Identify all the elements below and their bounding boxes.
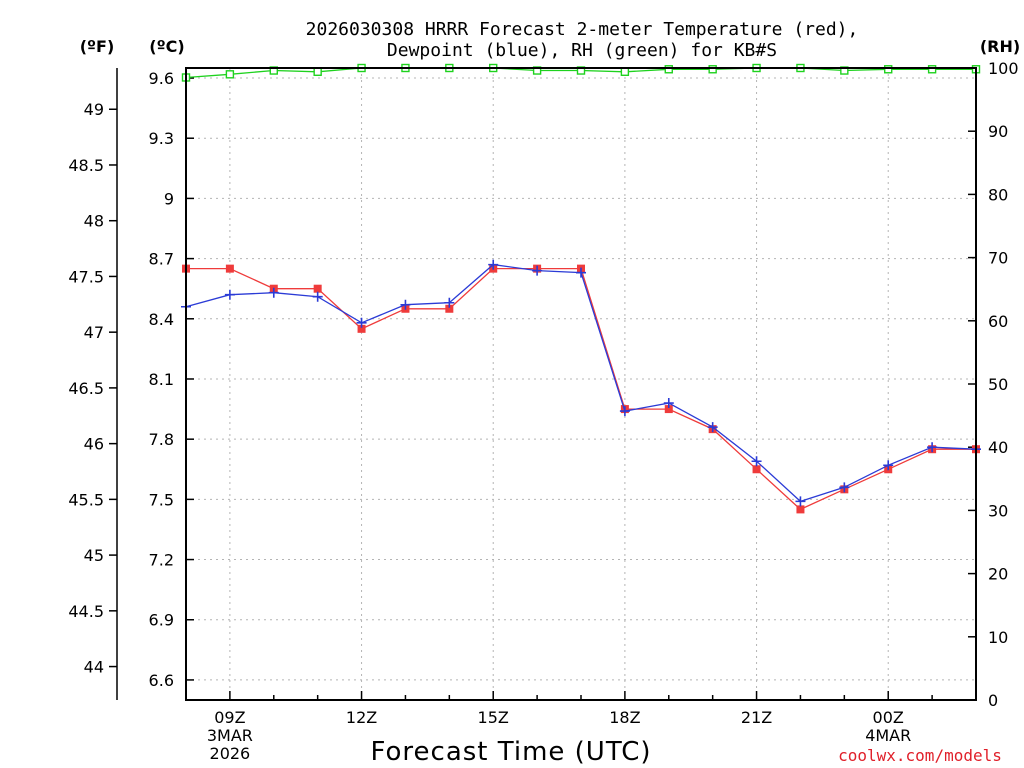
celsius-tick-label: 7.2 (149, 551, 174, 570)
dewpoint-point (663, 398, 674, 409)
celsius-tick-label: 7.8 (149, 430, 174, 449)
dewpoint-line (185, 263, 977, 503)
x-tick-label: 4MAR (865, 726, 911, 745)
dewpoint-point (839, 482, 850, 493)
dewpoint-point (619, 406, 630, 417)
temperature-point (313, 284, 322, 293)
series-layer (181, 63, 981, 514)
x-tick-label: 3MAR (207, 726, 253, 745)
dewpoint-point (488, 259, 499, 270)
celsius-tick-label: 8.7 (149, 250, 174, 269)
rh-point (884, 65, 893, 74)
rh-point (225, 70, 235, 79)
chart-title-line-1: 2026030308 HRRR Forecast 2-meter Tempera… (306, 19, 859, 40)
chart-title-line-2: Dewpoint (blue), RH (green) for KB#S (387, 40, 777, 61)
x-tick-label: 00Z (873, 708, 904, 727)
fahrenheit-ticks: 44 44.5 45 45.5 46 46.5 47 47.5 48 48.5 49 (68, 100, 117, 677)
temperature-point (796, 505, 805, 514)
fahrenheit-tick-label: 46.5 (68, 379, 104, 398)
rh-tick-label: 30 (988, 501, 1008, 520)
dewpoint-point (751, 456, 762, 467)
plot-frame (185, 67, 977, 701)
celsius-tick-label: 8.4 (149, 310, 174, 329)
dewpoint-point (356, 317, 367, 328)
dewpoint-point (532, 265, 543, 276)
rh-point (927, 65, 937, 74)
celsius-tick-label: 8.1 (149, 370, 174, 389)
rh-tick-label: 50 (988, 375, 1008, 394)
x-tick-label: 18Z (609, 708, 640, 727)
dewpoint-point (312, 291, 323, 302)
dewpoint-point (576, 267, 586, 278)
x-tick-label: 09Z (214, 708, 245, 727)
fahrenheit-tick-label: 46 (84, 435, 104, 454)
rh-tick-label: 60 (988, 312, 1008, 331)
rh-ticks: 0 10 20 30 40 50 60 70 80 90 100 (968, 59, 1019, 710)
rh-tick-label: 80 (988, 185, 1008, 204)
x-axis-title: Forecast Time (UTC) (370, 737, 651, 767)
temperature-point (752, 465, 761, 474)
fahrenheit-tick-label: 48.5 (68, 156, 104, 175)
rh-point (313, 67, 322, 76)
dewpoint-point (224, 289, 235, 300)
credit-link[interactable]: coolwx.com/models (838, 746, 1002, 765)
rh-unit-label: (RH) (980, 37, 1020, 56)
fahrenheit-tick-label: 45.5 (68, 490, 104, 509)
rh-tick-label: 40 (988, 438, 1008, 457)
fahrenheit-tick-label: 44.5 (68, 602, 104, 621)
x-tick-label: 21Z (741, 708, 772, 727)
dewpoint-point (707, 422, 718, 433)
fahrenheit-tick-label: 47 (84, 323, 104, 342)
fahrenheit-tick-label: 45 (84, 546, 104, 565)
fahrenheit-tick-label: 44 (84, 658, 104, 677)
temperature-point (445, 304, 454, 313)
fahrenheit-tick-label: 49 (84, 100, 104, 119)
fahrenheit-tick-label: 48 (84, 212, 104, 231)
celsius-tick-label: 7.5 (149, 490, 174, 509)
celsius-unit-label: (ºC) (149, 37, 184, 56)
dewpoint-point (883, 460, 894, 471)
dewpoint-point (268, 287, 279, 298)
temperature-line (186, 267, 976, 511)
rh-tick-label: 20 (988, 565, 1008, 584)
rh-point (708, 65, 717, 74)
rh-point (620, 67, 630, 76)
rh-point (664, 65, 673, 74)
dewpoint-point (927, 442, 938, 453)
grid-lines (186, 68, 976, 700)
rh-tick-label: 70 (988, 249, 1008, 268)
celsius-tick-label: 9.3 (149, 129, 174, 148)
dewpoint-point (400, 299, 411, 310)
fahrenheit-unit-label: (ºF) (80, 37, 115, 56)
celsius-tick-label: 9 (164, 189, 174, 208)
x-tick-label: 12Z (346, 708, 377, 727)
dewpoint-point (795, 496, 806, 507)
temperature-point (225, 264, 234, 273)
temperature-point (357, 324, 366, 333)
dewpoint-point (444, 297, 455, 308)
celsius-tick-label: 9.6 (149, 69, 174, 88)
rh-tick-label: 0 (988, 691, 998, 710)
fahrenheit-tick-label: 47.5 (68, 267, 104, 286)
rh-tick-label: 90 (988, 122, 1008, 141)
rh-tick-label: 100 (988, 59, 1019, 78)
temperature-point (664, 405, 673, 414)
rh-tick-label: 10 (988, 628, 1008, 647)
x-tick-label: 15Z (478, 708, 509, 727)
x-tick-label: 2026 (210, 744, 251, 763)
celsius-ticks: 6.6 6.9 7.2 7.5 7.8 8.1 8.4 8.7 9 9.3 9.6 (149, 69, 194, 690)
celsius-tick-label: 6.6 (149, 671, 174, 690)
celsius-tick-label: 6.9 (149, 611, 174, 630)
